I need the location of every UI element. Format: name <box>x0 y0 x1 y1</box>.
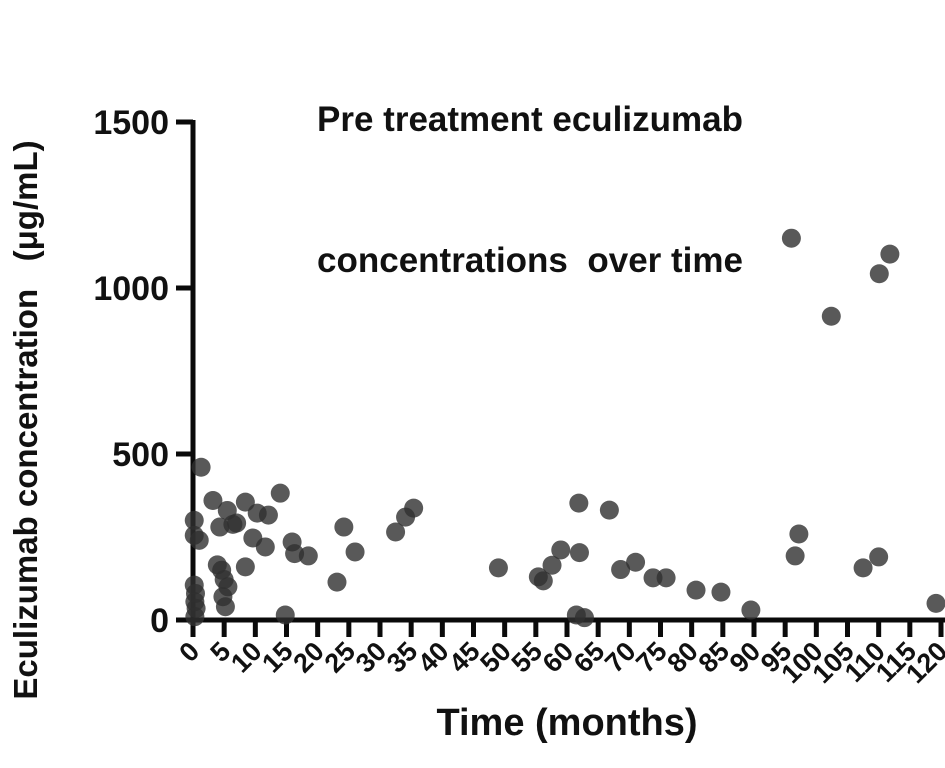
data-point <box>203 490 223 510</box>
data-point <box>270 483 290 503</box>
data-point <box>574 608 594 628</box>
data-point <box>643 568 663 588</box>
data-point <box>599 500 619 520</box>
chart-title: Pre treatment eculizumab concentrations … <box>120 2 940 378</box>
data-point <box>569 543 589 563</box>
data-point <box>345 542 365 562</box>
y-tick-label: 1500 <box>93 104 169 142</box>
data-point <box>785 546 805 566</box>
data-point <box>404 498 424 518</box>
data-point <box>184 510 204 530</box>
data-point <box>542 555 562 575</box>
data-point <box>327 572 347 592</box>
data-point <box>853 558 873 578</box>
data-point <box>275 605 295 625</box>
data-point <box>191 457 211 477</box>
data-point <box>880 244 900 264</box>
data-point <box>569 493 589 513</box>
data-point <box>551 540 571 560</box>
data-point <box>711 582 731 602</box>
data-point <box>218 577 238 597</box>
data-point <box>686 580 706 600</box>
data-point <box>869 547 889 567</box>
data-point <box>533 571 553 591</box>
y-tick-label: 500 <box>112 436 169 474</box>
data-point <box>488 558 508 578</box>
data-point <box>258 505 278 525</box>
data-point <box>611 560 631 580</box>
data-point <box>227 513 247 533</box>
data-point <box>869 264 889 284</box>
data-point <box>626 552 646 572</box>
data-point <box>189 530 209 550</box>
chart-title-line2: concentrations over time <box>317 241 743 280</box>
data-point <box>215 597 235 617</box>
data-point <box>298 546 318 566</box>
chart-title-line1: Pre treatment eculizumab <box>317 100 743 139</box>
x-axis-label: Time (months) <box>436 702 698 744</box>
data-point <box>386 522 406 542</box>
data-point <box>789 524 809 544</box>
data-point <box>781 228 801 248</box>
data-point <box>926 593 945 613</box>
data-point <box>656 568 676 588</box>
data-point <box>255 537 275 557</box>
data-point <box>741 600 761 620</box>
data-point <box>235 557 255 577</box>
x-tick-label: 0 <box>173 636 205 668</box>
y-tick-label: 1000 <box>93 270 169 308</box>
data-point <box>334 517 354 537</box>
y-tick-label: 0 <box>150 602 169 640</box>
data-point <box>185 607 205 627</box>
data-point <box>821 306 841 326</box>
